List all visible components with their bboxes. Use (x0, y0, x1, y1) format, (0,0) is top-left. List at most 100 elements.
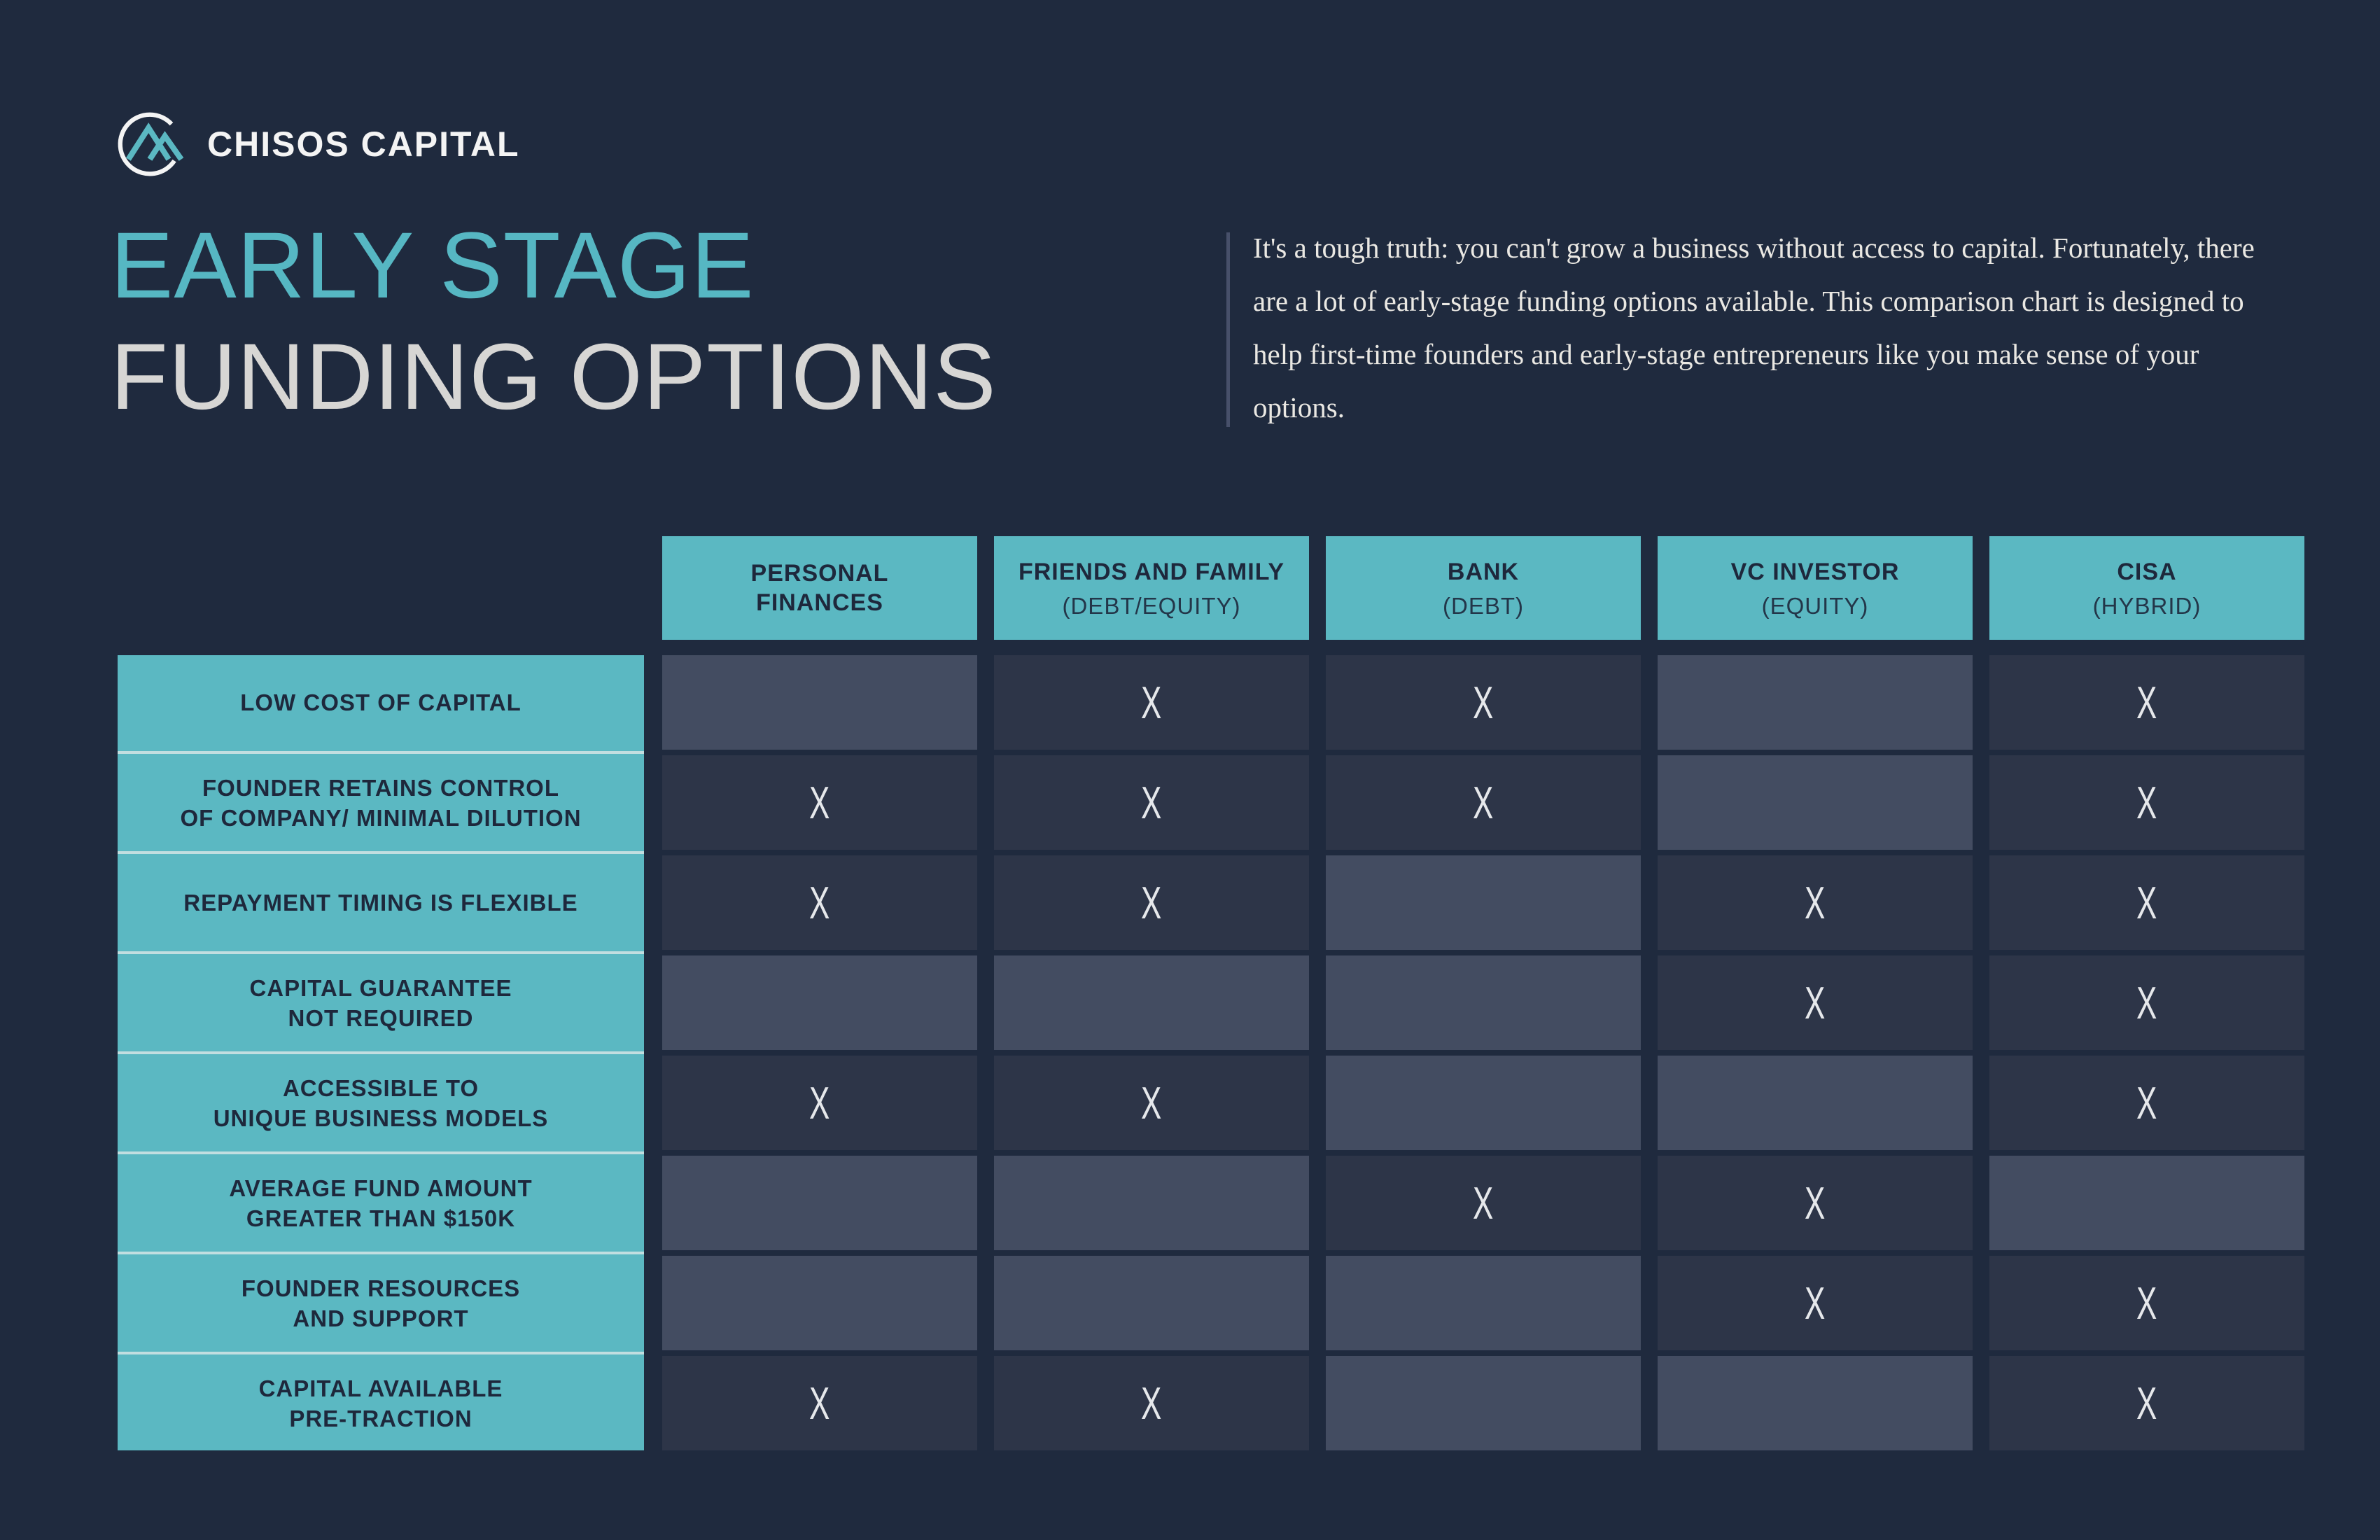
row-label-separator (118, 750, 644, 755)
matrix-cell: X (1989, 755, 2304, 850)
matrix-cell (1989, 1156, 2304, 1250)
matrix-cell: X (994, 755, 1309, 850)
matrix-cell: X (1989, 655, 2304, 750)
column-header-label: VC INVESTOR (1730, 558, 1900, 585)
x-mark: X (2136, 1378, 2157, 1429)
matrix-cell (994, 1156, 1309, 1250)
x-mark: X (1141, 777, 1162, 828)
column-header: BANK (DEBT) (1326, 536, 1641, 640)
matrix-cell: X (1989, 1356, 2304, 1450)
column-header-subtitle: (DEBT/EQUITY) (1062, 592, 1241, 619)
matrix-cell (662, 955, 977, 1050)
matrix-cell: X (662, 1056, 977, 1150)
row-label: REPAYMENT TIMING IS FLEXIBLE (183, 890, 578, 916)
column-header: VC INVESTOR (EQUITY) (1658, 536, 1973, 640)
matrix-cell: X (662, 755, 977, 850)
column-header-label: FRIENDS AND FAMILY (1018, 558, 1285, 585)
matrix-cell: X (1658, 1256, 1973, 1350)
column-headers: PERSONAL FINANCES FRIENDS AND FAMILY (DEBT… (662, 536, 2304, 640)
row-labels: LOW COST OF CAPITAL FOUNDER RETAINS CONTR… (118, 655, 644, 1450)
column-header-label: PERSONAL FINANCES (750, 560, 889, 616)
x-mark: X (1141, 1378, 1162, 1429)
x-mark: X (1805, 977, 1826, 1028)
x-mark: X (809, 1378, 830, 1429)
x-mark: X (2136, 1077, 2157, 1128)
matrix-cell (994, 955, 1309, 1050)
x-mark: X (2136, 677, 2157, 728)
row-label-separator (118, 1350, 644, 1356)
column-header-subtitle: (HYBRID) (2092, 592, 2202, 619)
row-label: AVERAGE FUND AMOUNT GREATER THAN $150K (229, 1175, 533, 1231)
row-label: CAPITAL GUARANTEE NOT REQUIRED (249, 974, 512, 1031)
x-mark: X (1805, 877, 1826, 928)
matrix-cell: X (1326, 655, 1641, 750)
matrix-cell: X (1989, 955, 2304, 1050)
x-mark: X (1473, 677, 1494, 728)
matrix-cell (1658, 1356, 1973, 1450)
x-mark: X (809, 777, 830, 828)
matrix-cell (994, 1256, 1309, 1350)
x-mark: X (2136, 977, 2157, 1028)
matrix-cell (1326, 955, 1641, 1050)
row-label: CAPITAL AVAILABLE PRE-TRACTION (258, 1375, 503, 1432)
row-label: FOUNDER RESOURCES AND SUPPORT (241, 1275, 521, 1331)
chisos-logo-icon (118, 112, 184, 176)
matrix-cell (1326, 1056, 1641, 1150)
matrix-cell: X (662, 1356, 977, 1450)
brand: CHISOS CAPITAL (112, 106, 520, 182)
row-label-separator (118, 950, 644, 955)
matrix-cell: X (1658, 955, 1973, 1050)
matrix-cell: X (994, 655, 1309, 750)
matrix-cell: X (1989, 1256, 2304, 1350)
matrix-cell (662, 655, 977, 750)
intro-paragraph: It's a tough truth: you can't grow a bus… (1253, 232, 2255, 424)
matrix-cell (662, 1156, 977, 1250)
matrix-cell (1326, 1256, 1641, 1350)
row-label: FOUNDER RETAINS CONTROL OF COMPANY/ MINI… (180, 774, 582, 831)
matrix-cell: X (1658, 1156, 1973, 1250)
matrix-cell (1658, 655, 1973, 750)
column-header-subtitle: (DEBT) (1443, 592, 1524, 619)
brand-name: CHISOS CAPITAL (207, 125, 520, 164)
x-mark: X (1141, 1077, 1162, 1128)
vertical-divider (1226, 232, 1230, 427)
x-mark: X (1805, 1278, 1826, 1329)
matrix-cell: X (1326, 755, 1641, 850)
x-mark: X (1473, 1177, 1494, 1228)
matrix-cell: X (1989, 855, 2304, 950)
row-label-separator (118, 1050, 644, 1056)
matrix-cell: X (1658, 855, 1973, 950)
column-header-label: BANK (1447, 558, 1520, 585)
row-label-separator (118, 1250, 644, 1256)
row-label: ACCESSIBLE TO UNIQUE BUSINESS MODELS (213, 1074, 549, 1131)
column-header-label: CISA (2117, 558, 2177, 585)
matrix-cell: X (662, 855, 977, 950)
matrix-cell: X (994, 1056, 1309, 1150)
matrix-cell: X (994, 1356, 1309, 1450)
matrix-cell (1658, 1056, 1973, 1150)
page-title: EARLY STAGE FUNDING OPTIONS (111, 210, 997, 433)
row-label-separator (118, 850, 644, 855)
matrix-cell (1658, 755, 1973, 850)
x-mark: X (1473, 777, 1494, 828)
x-mark: X (1141, 677, 1162, 728)
column-header: CISA (HYBRID) (1989, 536, 2304, 640)
column-header: FRIENDS AND FAMILY (DEBT/EQUITY) (994, 536, 1309, 640)
title-line-1: EARLY STAGE (111, 214, 755, 318)
row-label: LOW COST OF CAPITAL (240, 690, 522, 715)
x-mark: X (809, 1077, 830, 1128)
column-header: PERSONAL FINANCES (662, 536, 977, 640)
x-mark: X (809, 877, 830, 928)
x-mark: X (1141, 877, 1162, 928)
matrix-cell: X (994, 855, 1309, 950)
matrix-cell (1326, 855, 1641, 950)
matrix-cell (1326, 1356, 1641, 1450)
title-line-2: FUNDING OPTIONS (111, 325, 997, 429)
x-mark: X (2136, 777, 2157, 828)
matrix-cell (662, 1256, 977, 1350)
x-mark: X (2136, 877, 2157, 928)
column-header-subtitle: (EQUITY) (1761, 592, 1869, 619)
x-mark: X (1805, 1177, 1826, 1228)
matrix-cell: X (1989, 1056, 2304, 1150)
